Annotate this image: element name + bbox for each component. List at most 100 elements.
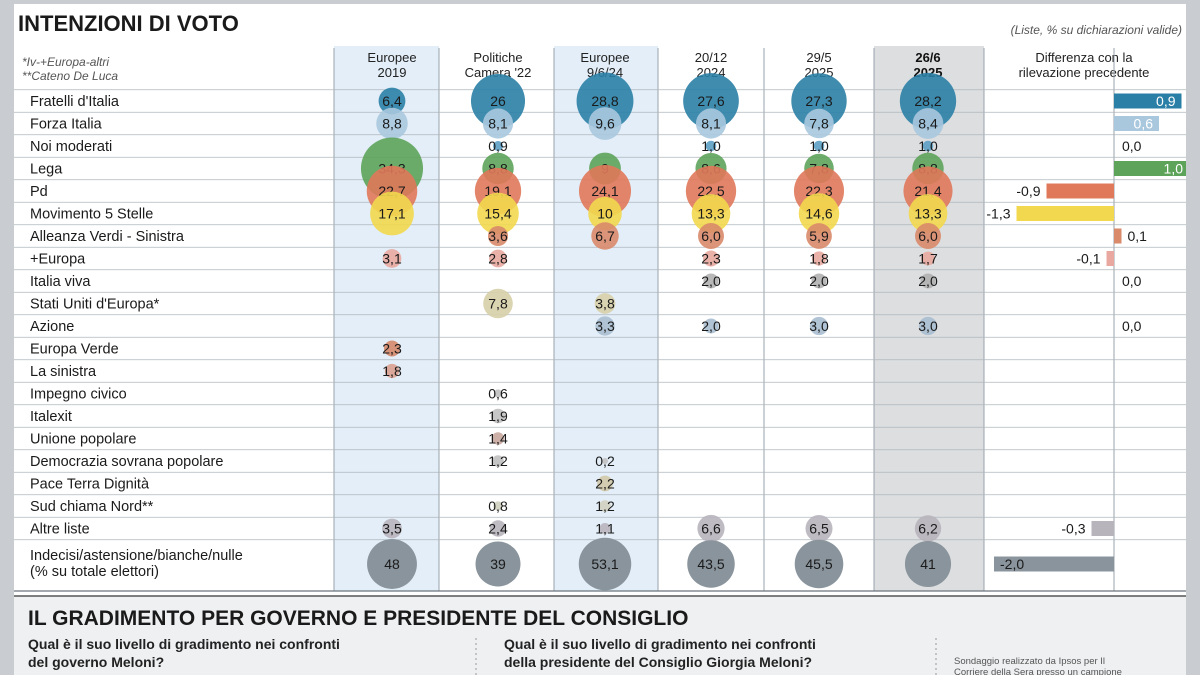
value-bubble: [804, 108, 834, 139]
value-bubble: [914, 515, 942, 542]
value-label: 1,1: [595, 521, 615, 537]
party-label: Fratelli d'Italia: [30, 94, 120, 110]
value-label: 3,6: [488, 228, 508, 244]
diff-bar: [1114, 93, 1182, 109]
value-label: 2,0: [701, 273, 721, 289]
value-label: 0,8: [488, 498, 508, 514]
undecided-bubble: [475, 541, 521, 587]
value-bubble: [384, 363, 400, 379]
undecided-value: 41: [920, 556, 936, 572]
value-label: 21,4: [914, 183, 941, 199]
value-bubble: [487, 225, 509, 247]
value-label: 2,8: [488, 251, 508, 267]
party-label: Pace Terra Dignità: [30, 477, 150, 493]
value-label: 7,8: [809, 116, 829, 132]
undecided-value: 53,1: [591, 556, 618, 572]
column-header-line1: 29/5: [806, 50, 831, 65]
undecided-bubble: [904, 540, 952, 588]
undecided-value: 43,5: [697, 556, 724, 572]
value-bubble: [483, 288, 513, 319]
diff-label: -0,3: [1061, 521, 1085, 537]
column-header-line1: 26/6: [915, 50, 940, 65]
value-bubble: [705, 140, 717, 152]
infographic-card: INTENZIONI DI VOTO (Liste, % su dichiaraz…: [14, 4, 1186, 675]
question1-line1: Qual è il suo livello di gradimento nei …: [28, 636, 340, 652]
value-label: 0,9: [488, 138, 508, 154]
value-bubble: [813, 140, 825, 152]
value-label: 10: [597, 206, 613, 222]
value-bubble: [691, 194, 731, 233]
undecided-bubble: [367, 539, 417, 589]
value-bubble: [599, 522, 611, 535]
value-label: 28,8: [591, 93, 618, 109]
party-label: Italexit: [30, 409, 72, 425]
value-bubble: [370, 191, 414, 236]
diff-label: 0,1: [1128, 228, 1148, 244]
value-bubble: [698, 223, 724, 249]
value-label: 1,2: [488, 453, 508, 469]
diff-label: 0,0: [1122, 138, 1142, 154]
source-line1: Sondaggio realizzato da Ipsos per Il: [954, 656, 1105, 667]
column-header-line1: Politiche: [473, 50, 522, 65]
party-label: Movimento 5 Stelle: [30, 207, 153, 223]
value-bubble: [899, 72, 957, 130]
value-bubble: [591, 222, 619, 250]
value-label: 15,4: [484, 206, 511, 222]
section2-background: [14, 596, 1186, 675]
value-bubble: [595, 316, 615, 336]
question2-line2: della presidente del Consiglio Giorgia M…: [504, 654, 812, 670]
value-bubble: [920, 273, 936, 289]
value-bubble: [683, 73, 739, 129]
diff-bar: [1114, 116, 1159, 131]
value-bubble: [382, 249, 402, 268]
value-label: 2,3: [701, 251, 721, 267]
value-bubble: [588, 107, 622, 140]
diff-bar: [1106, 251, 1114, 266]
value-label: 3,8: [595, 296, 615, 312]
value-label: 6,4: [382, 93, 402, 109]
party-label: Pd: [30, 184, 48, 200]
value-label: 0,6: [488, 386, 508, 402]
value-bubble: [490, 408, 506, 424]
value-bubble: [811, 273, 827, 289]
party-label: Unione popolare: [30, 432, 136, 448]
undecided-bubble: [794, 539, 844, 589]
value-bubble: [376, 107, 408, 140]
column-header-line1: Europee: [367, 50, 416, 65]
party-label: Azione: [30, 319, 74, 335]
value-label: 0,2: [595, 453, 615, 469]
value-label: 8,1: [488, 116, 508, 132]
value-label: 24,1: [591, 183, 618, 199]
value-bubble: [599, 500, 611, 512]
value-bubble: [791, 73, 847, 129]
diff-label: -1,3: [986, 206, 1010, 222]
footnote-2: **Cateno De Luca: [22, 69, 118, 83]
value-label: 1,0: [918, 138, 938, 154]
value-bubble: [594, 293, 616, 314]
column-header-line2: Camera '22: [465, 65, 532, 80]
party-label: Democrazia sovrana popolare: [30, 454, 223, 470]
diff-bar: [1091, 521, 1114, 536]
value-label: 9,6: [595, 116, 615, 132]
value-bubble: [576, 72, 634, 130]
value-bubble: [697, 514, 725, 543]
value-bubble: [805, 514, 833, 543]
diff-label: 0,6: [1134, 116, 1154, 132]
column-header-line1: Europee: [580, 50, 629, 65]
value-bubble: [602, 458, 608, 464]
party-label: Sud chiama Nord**: [30, 499, 154, 515]
value-label: 3,1: [382, 251, 402, 267]
value-label: 17,1: [378, 206, 405, 222]
value-bubble: [918, 316, 938, 336]
value-bubble: [922, 140, 934, 152]
undecided-value: 39: [490, 556, 506, 572]
value-bubble: [703, 273, 719, 289]
value-bubble: [597, 475, 613, 492]
party-label: Lega: [30, 162, 63, 178]
value-label: 1,9: [488, 408, 508, 424]
value-bubble: [492, 455, 504, 467]
party-label: Stati Uniti d'Europa*: [30, 297, 160, 313]
value-label: 1,0: [701, 138, 721, 154]
value-label: 8,8: [382, 116, 402, 132]
footnote-1: *Iv-+Europa-altri: [22, 55, 109, 69]
